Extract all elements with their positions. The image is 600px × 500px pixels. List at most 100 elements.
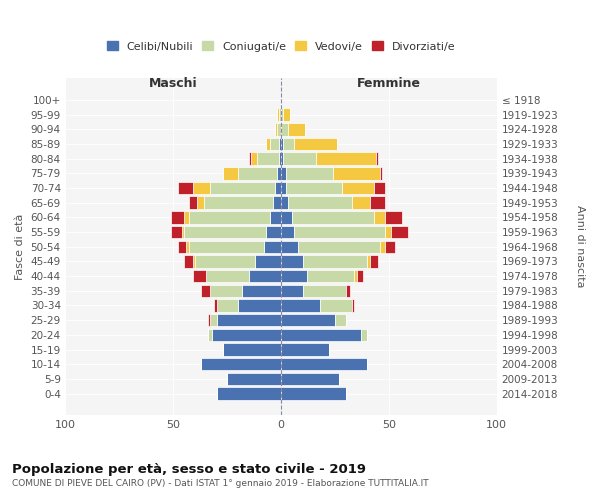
Bar — [182, 226, 184, 238]
Bar — [223, 344, 281, 356]
Text: Femmine: Femmine — [357, 76, 421, 90]
Bar — [316, 152, 376, 165]
Bar — [303, 255, 367, 268]
Bar — [281, 255, 303, 268]
Bar — [202, 284, 210, 297]
Bar — [352, 196, 370, 209]
Bar — [346, 284, 350, 297]
Bar — [281, 270, 307, 282]
Bar — [249, 152, 251, 165]
Bar — [277, 167, 281, 179]
Bar — [281, 211, 292, 224]
Bar — [380, 167, 382, 179]
Bar — [279, 152, 281, 165]
Bar — [374, 182, 385, 194]
Bar — [184, 255, 193, 268]
Bar — [281, 167, 286, 179]
Bar — [212, 328, 281, 341]
Bar — [188, 240, 264, 253]
Bar — [188, 196, 197, 209]
Bar — [281, 299, 320, 312]
Bar — [385, 226, 391, 238]
Bar — [202, 358, 281, 370]
Legend: Celibi/Nubili, Coniugati/e, Vedovi/e, Divorziati/e: Celibi/Nubili, Coniugati/e, Vedovi/e, Di… — [103, 36, 460, 56]
Bar — [391, 226, 409, 238]
Bar — [277, 108, 279, 121]
Bar — [227, 372, 281, 385]
Bar — [298, 240, 380, 253]
Bar — [277, 123, 281, 136]
Bar — [286, 182, 341, 194]
Bar — [281, 344, 329, 356]
Bar — [281, 138, 283, 150]
Text: COMUNE DI PIEVE DEL CAIRO (PV) - Dati ISTAT 1° gennaio 2019 - Elaborazione TUTTI: COMUNE DI PIEVE DEL CAIRO (PV) - Dati IS… — [12, 479, 428, 488]
Bar — [294, 226, 385, 238]
Bar — [238, 299, 281, 312]
Bar — [171, 226, 182, 238]
Bar — [341, 182, 374, 194]
Bar — [275, 182, 281, 194]
Bar — [281, 388, 346, 400]
Bar — [333, 167, 380, 179]
Bar — [210, 182, 275, 194]
Bar — [356, 270, 363, 282]
Bar — [271, 138, 279, 150]
Y-axis label: Fasce di età: Fasce di età — [15, 214, 25, 280]
Bar — [320, 299, 352, 312]
Text: Popolazione per età, sesso e stato civile - 2019: Popolazione per età, sesso e stato civil… — [12, 462, 366, 475]
Bar — [279, 108, 281, 121]
Bar — [281, 108, 283, 121]
Bar — [195, 255, 256, 268]
Bar — [367, 255, 370, 268]
Bar — [279, 138, 281, 150]
Bar — [287, 123, 305, 136]
Bar — [283, 108, 290, 121]
Bar — [287, 196, 352, 209]
Bar — [385, 240, 395, 253]
Bar — [264, 240, 281, 253]
Bar — [193, 182, 210, 194]
Bar — [286, 167, 333, 179]
Bar — [281, 226, 294, 238]
Bar — [251, 152, 257, 165]
Bar — [281, 372, 340, 385]
Bar — [281, 328, 361, 341]
Bar — [193, 270, 206, 282]
Bar — [266, 138, 271, 150]
Bar — [380, 240, 385, 253]
Bar — [197, 196, 203, 209]
Bar — [223, 167, 238, 179]
Bar — [335, 314, 346, 326]
Bar — [281, 358, 367, 370]
Text: Maschi: Maschi — [149, 76, 198, 90]
Bar — [214, 299, 217, 312]
Bar — [355, 270, 356, 282]
Bar — [370, 196, 385, 209]
Bar — [376, 152, 378, 165]
Bar — [256, 255, 281, 268]
Bar — [283, 152, 316, 165]
Bar — [303, 284, 346, 297]
Y-axis label: Anni di nascita: Anni di nascita — [575, 206, 585, 288]
Bar — [271, 211, 281, 224]
Bar — [193, 255, 195, 268]
Bar — [187, 240, 188, 253]
Bar — [210, 284, 242, 297]
Bar — [281, 196, 287, 209]
Bar — [281, 284, 303, 297]
Bar — [208, 328, 212, 341]
Bar — [281, 123, 287, 136]
Bar — [238, 167, 277, 179]
Bar — [217, 388, 281, 400]
Bar — [178, 182, 193, 194]
Bar — [283, 138, 294, 150]
Bar — [292, 211, 374, 224]
Bar — [374, 211, 385, 224]
Bar — [206, 270, 249, 282]
Bar — [385, 211, 402, 224]
Bar — [257, 152, 279, 165]
Bar — [208, 314, 210, 326]
Bar — [370, 255, 378, 268]
Bar — [242, 284, 281, 297]
Bar — [361, 328, 367, 341]
